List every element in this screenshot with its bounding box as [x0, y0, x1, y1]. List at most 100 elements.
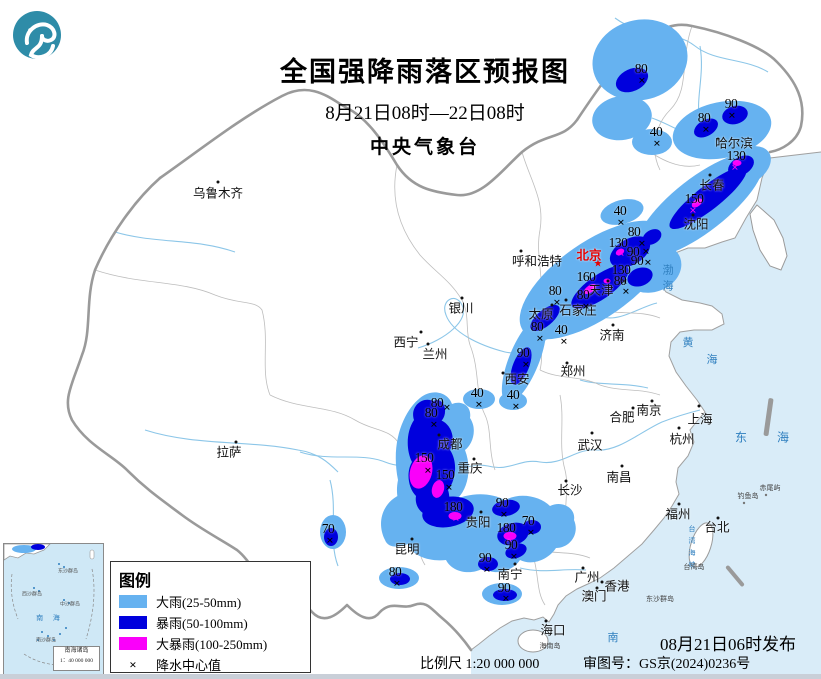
- heavy-rain-label: 大雨(25-50mm): [156, 595, 242, 610]
- city-label-兰州: 兰州: [422, 347, 448, 362]
- city-dot-icon: [460, 296, 464, 300]
- city-dot-icon: [595, 586, 599, 590]
- precip-center-cross-icon: ×: [622, 283, 630, 299]
- inset-scale-box: 南海诸岛 1：40 000 000: [53, 646, 100, 671]
- city-label-成都: 成都: [437, 437, 463, 452]
- precip-center-cross-icon: ×: [653, 135, 661, 151]
- city-dot-icon: [716, 516, 720, 520]
- precip-center-cross-icon: ×: [502, 590, 510, 606]
- precip-center-value: 70: [521, 513, 535, 528]
- hainan-island: [517, 629, 549, 653]
- city-dot-icon: [216, 180, 220, 184]
- precip-center-cross-icon: ×: [475, 396, 483, 412]
- precip-center-value: 130: [611, 262, 631, 277]
- city-label-长沙: 长沙: [557, 483, 583, 498]
- sea-label: 南: [607, 632, 619, 644]
- precip-center-cross-icon: ×: [522, 356, 530, 372]
- precip-center-cross-icon: ×: [586, 281, 594, 297]
- island-label: 钓鱼岛: [737, 492, 759, 500]
- precip-center-value: 90: [516, 345, 530, 360]
- precip-center-value: 90: [497, 580, 511, 595]
- precip-center-cross-icon: ×: [731, 159, 739, 175]
- city-label-澳门: 澳门: [581, 589, 607, 604]
- precip-center-cross-icon: ×: [560, 333, 568, 349]
- capital-star-icon: ★: [593, 258, 603, 270]
- legend-row-heavy-rainstorm: 大暴雨(100-250mm): [119, 633, 302, 654]
- city-dot-icon: [565, 361, 569, 365]
- precip-center-value: 70: [321, 521, 335, 536]
- city-label-海口: 海口: [540, 623, 566, 638]
- precip-center-value: 80: [388, 564, 402, 579]
- precip-center-value: 80: [634, 61, 648, 76]
- city-dot-icon: [631, 406, 635, 410]
- city-label-杭州: 杭州: [669, 432, 695, 447]
- precip-center-value: 40: [613, 203, 627, 218]
- city-dot-icon: [677, 502, 681, 506]
- precip-center-cross-icon: ×: [582, 298, 590, 314]
- rainstorm-label: 暴雨(50-100mm): [156, 616, 248, 631]
- precip-center-cross-icon: ×: [500, 506, 508, 522]
- legend-row-rainstorm: 暴雨(50-100mm): [119, 612, 302, 633]
- precip-center-value: 90: [504, 537, 518, 552]
- precip-center-value: 180: [496, 520, 516, 535]
- city-label-南京: 南京: [636, 403, 662, 418]
- precip-center-value: 150: [435, 467, 455, 482]
- inset-map-svg: [4, 544, 95, 666]
- city-dot-icon: [479, 510, 483, 514]
- city-label-南宁: 南宁: [497, 567, 523, 582]
- legend-title: 图例: [119, 573, 152, 590]
- city-label-济南: 济南: [599, 328, 625, 343]
- precip-center-cross-icon: ×: [689, 202, 697, 218]
- city-label-太原: 太原: [528, 307, 554, 322]
- city-label-乌鲁木齐: 乌鲁木齐: [192, 186, 244, 201]
- heavy-rain-swatch: [119, 595, 147, 608]
- sea-label: 台湾海峡: [688, 525, 696, 573]
- precip-center-value: 80: [613, 273, 627, 288]
- inset-sea-label: 南 海: [36, 614, 64, 622]
- city-dot-icon: [419, 330, 423, 334]
- precip-center-value: 80: [627, 224, 641, 239]
- city-label-北京: 北京: [576, 248, 602, 263]
- precip-center-cross-icon: ×: [553, 294, 561, 310]
- city-dot-icon: [708, 173, 712, 177]
- precip-center-cross-icon: ×: [483, 561, 491, 577]
- city-dot-icon: [590, 431, 594, 435]
- precip-center-value: 40: [506, 387, 520, 402]
- sea-label: 东: [734, 430, 748, 445]
- precip-center-value: 130: [608, 235, 628, 250]
- city-label-郑州: 郑州: [560, 364, 586, 379]
- city-dot-icon: [611, 323, 615, 327]
- sea-label: 渤海: [661, 264, 673, 296]
- city-dot-icon: [606, 279, 610, 283]
- precip-center-value: 150: [684, 191, 704, 206]
- precip-center-value: 160: [576, 269, 596, 284]
- precip-center-cross-icon: ×: [326, 532, 334, 548]
- precip-center-cross-icon: ×: [620, 273, 628, 289]
- precip-center-cross-icon: ×: [728, 107, 736, 123]
- precip-center-cross-icon: ×: [510, 548, 518, 564]
- precip-center-value: 180: [443, 499, 463, 514]
- city-label-西安: 西安: [504, 372, 530, 387]
- precip-center-cross-icon: ×: [702, 121, 710, 137]
- precip-center-value: 130: [726, 148, 746, 163]
- precip-center-cross-icon: ×: [443, 399, 451, 415]
- city-dot-icon: [426, 342, 430, 346]
- city-dot-icon: [716, 137, 720, 141]
- map-scale: 比例尺 1:20 000 000: [420, 657, 540, 672]
- issue-time: 08月21日06时发布: [660, 635, 796, 654]
- city-label-香港: 香港: [604, 579, 630, 594]
- sea-label: 海: [776, 430, 790, 445]
- page-title: 全国强降雨落区预报图: [280, 57, 570, 87]
- national-border: [66, 23, 804, 652]
- inset-island-label: 南沙群岛: [35, 638, 57, 644]
- inset-island-label: 东沙群岛: [57, 569, 79, 575]
- precip-center-cross-icon: ×: [638, 72, 646, 88]
- precip-center-cross-icon: ×: [617, 214, 625, 230]
- precip-center-cross-icon: ×: [445, 479, 453, 495]
- city-label-长春: 长春: [699, 178, 725, 193]
- taiwan-island: [688, 522, 714, 568]
- precip-center-value: 40: [554, 322, 568, 337]
- precip-center-cross-icon: ×: [424, 462, 432, 478]
